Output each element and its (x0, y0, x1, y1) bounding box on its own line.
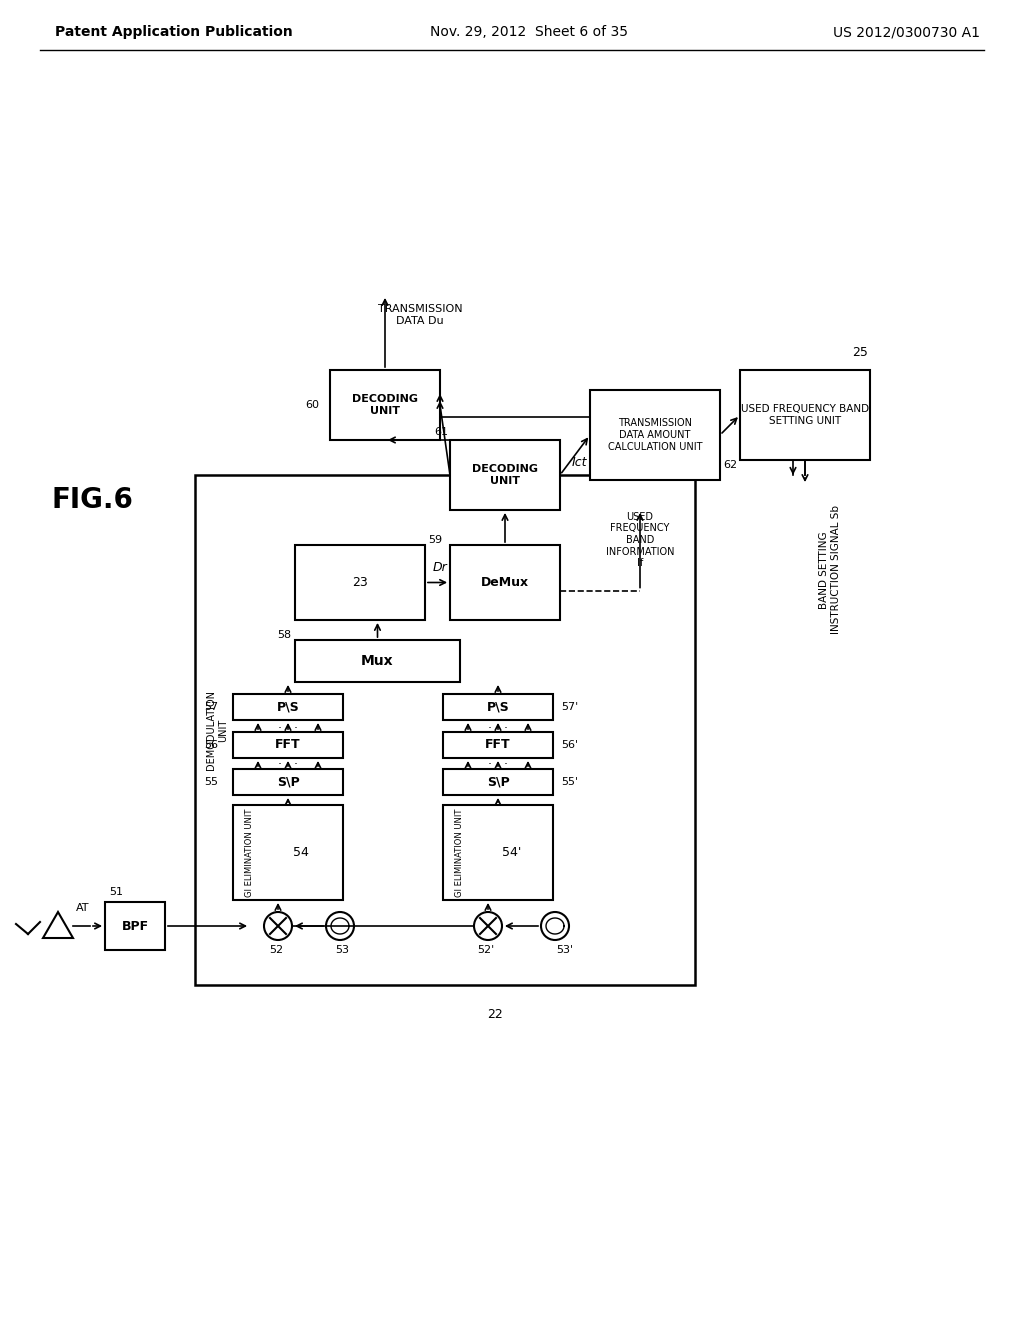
Text: 57': 57' (561, 702, 579, 711)
Bar (233, 770, 343, 795)
Bar (330, 370, 440, 440)
Text: FIG.6: FIG.6 (51, 486, 133, 513)
Text: P\S: P\S (276, 701, 299, 714)
Text: AT: AT (76, 903, 89, 913)
Bar (233, 733, 343, 758)
Text: 61: 61 (434, 426, 449, 437)
Text: Mux: Mux (361, 653, 394, 668)
Text: DEMODULATION
UNIT: DEMODULATION UNIT (206, 690, 227, 770)
Bar (443, 733, 553, 758)
Text: Nov. 29, 2012  Sheet 6 of 35: Nov. 29, 2012 Sheet 6 of 35 (430, 25, 628, 40)
Text: 52: 52 (269, 945, 283, 954)
Text: 59: 59 (428, 535, 442, 545)
Text: . . .: . . . (488, 755, 508, 767)
Text: TRANSMISSION
DATA AMOUNT
CALCULATION UNIT: TRANSMISSION DATA AMOUNT CALCULATION UNI… (608, 418, 702, 451)
Text: Patent Application Publication: Patent Application Publication (55, 25, 293, 40)
Text: 54: 54 (293, 846, 309, 859)
Text: 53: 53 (335, 945, 349, 954)
Text: USED
FREQUENCY
BAND
INFORMATION
If: USED FREQUENCY BAND INFORMATION If (606, 512, 674, 568)
Text: BPF: BPF (122, 920, 148, 932)
Bar (233, 805, 343, 900)
Text: S\P: S\P (276, 776, 299, 788)
Bar (105, 902, 165, 950)
Text: 53': 53' (556, 945, 573, 954)
Text: 51: 51 (109, 887, 123, 898)
Text: . . .: . . . (278, 718, 298, 730)
Bar (590, 389, 720, 480)
Text: Ict: Ict (572, 457, 588, 470)
Text: US 2012/0300730 A1: US 2012/0300730 A1 (833, 25, 980, 40)
Bar (233, 694, 343, 719)
Text: 55': 55' (561, 777, 579, 787)
Text: 55: 55 (204, 777, 218, 787)
Bar (195, 475, 695, 985)
Text: 54': 54' (502, 846, 521, 859)
Text: P\S: P\S (486, 701, 509, 714)
Bar (295, 545, 425, 620)
Text: 52': 52' (477, 945, 495, 954)
Text: TRANSMISSION
DATA Du: TRANSMISSION DATA Du (378, 304, 462, 326)
Bar (295, 640, 460, 682)
Text: 56': 56' (561, 741, 579, 750)
Text: 22: 22 (487, 1008, 503, 1022)
Bar (443, 770, 553, 795)
Bar (450, 440, 560, 510)
Text: 57: 57 (204, 702, 218, 711)
Text: USED FREQUENCY BAND
SETTING UNIT: USED FREQUENCY BAND SETTING UNIT (741, 404, 869, 426)
Text: BAND SETTING
INSTRUCTION SIGNAL Sb: BAND SETTING INSTRUCTION SIGNAL Sb (819, 506, 841, 635)
Text: 60: 60 (305, 400, 319, 411)
Text: DECODING
UNIT: DECODING UNIT (352, 395, 418, 416)
Text: DeMux: DeMux (481, 576, 529, 589)
Text: 56: 56 (204, 741, 218, 750)
Bar (740, 370, 870, 459)
Text: GI ELIMINATION UNIT: GI ELIMINATION UNIT (245, 808, 254, 896)
Text: 23: 23 (352, 576, 368, 589)
Bar (443, 805, 553, 900)
Text: DECODING
UNIT: DECODING UNIT (472, 465, 538, 486)
Text: 25: 25 (852, 346, 868, 359)
Text: 62: 62 (723, 459, 737, 470)
Bar (443, 694, 553, 719)
Text: S\P: S\P (486, 776, 509, 788)
Text: GI ELIMINATION UNIT: GI ELIMINATION UNIT (455, 808, 464, 896)
Text: 58: 58 (276, 630, 291, 640)
Text: Dr: Dr (433, 561, 447, 574)
Text: FFT: FFT (275, 738, 301, 751)
Text: FFT: FFT (485, 738, 511, 751)
Text: . . .: . . . (278, 755, 298, 767)
Text: . . .: . . . (488, 718, 508, 730)
Bar (450, 545, 560, 620)
